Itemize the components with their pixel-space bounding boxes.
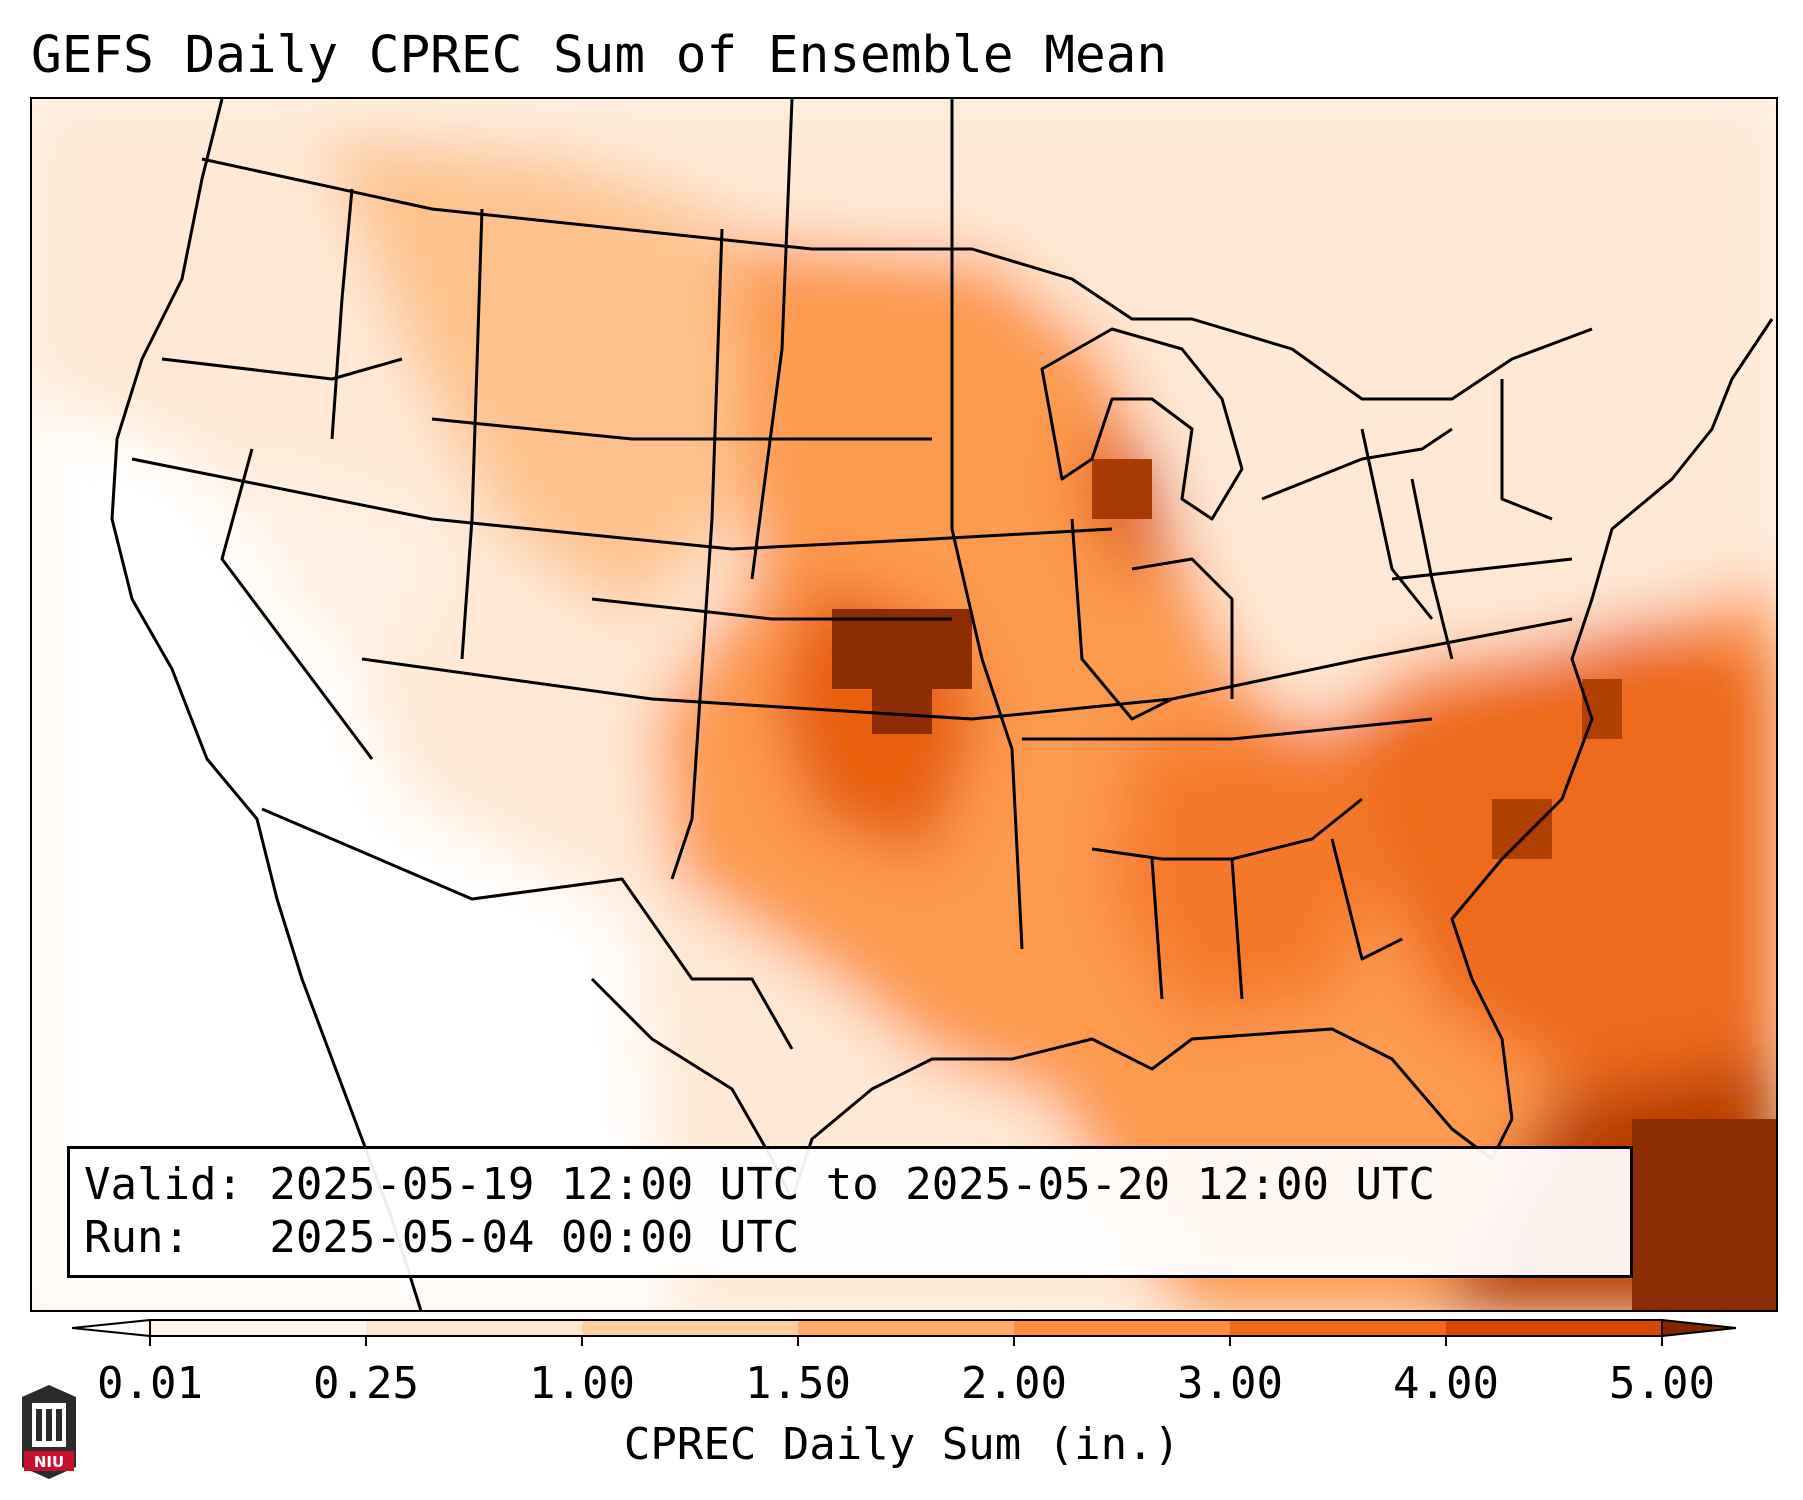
colorbar-segment	[366, 1320, 583, 1336]
state-line	[950, 339, 1024, 950]
colorbar-tick-label: 0.25	[313, 1358, 419, 1409]
colorbar-tick-label: 0.01	[97, 1358, 203, 1409]
state-line	[330, 188, 354, 440]
state-line	[1410, 478, 1454, 660]
east-coast	[1450, 318, 1774, 980]
map-canvas	[32, 99, 1776, 1310]
colorbar-under-arrow	[71, 1318, 151, 1338]
colorbar-segment	[1014, 1320, 1231, 1336]
boundaries	[110, 99, 1774, 1310]
state-line	[750, 99, 794, 580]
lake-erie-ontario	[1261, 427, 1453, 501]
state-line	[591, 597, 952, 621]
precipitation-map[interactable]	[30, 97, 1778, 1312]
logo-text: NIU	[34, 1453, 64, 1471]
map-title: GEFS Daily CPREC Sum of Ensemble Mean	[31, 26, 1168, 85]
state-line	[1500, 379, 1553, 521]
colorbar-frame	[149, 1319, 1663, 1337]
west-coast	[110, 99, 423, 1310]
state-line	[1230, 858, 1244, 1000]
state-line	[1330, 838, 1403, 961]
colorbar-tick-label: 1.50	[745, 1358, 851, 1409]
mexico-border	[261, 807, 794, 1050]
colorbar-tick-label: 2.00	[961, 1358, 1067, 1409]
colorbar-tick-label: 1.00	[529, 1358, 635, 1409]
canada-border	[201, 157, 1593, 401]
state-line	[431, 417, 932, 441]
state-line	[131, 457, 1113, 551]
state-line	[220, 448, 374, 760]
state-line	[1070, 518, 1173, 721]
state-line	[1022, 717, 1433, 741]
state-line	[1360, 428, 1434, 620]
valid-run-info-box: Valid: 2025-05-19 12:00 UTC to 2025-05-2…	[67, 1146, 1633, 1278]
state-line	[1131, 557, 1234, 699]
run-time-line: Run: 2025-05-04 00:00 UTC	[84, 1212, 800, 1263]
great-lakes	[1040, 327, 1244, 521]
state-line	[1150, 858, 1164, 1000]
state-line	[670, 228, 724, 880]
colorbar-segment	[150, 1320, 367, 1336]
colorbar-tick-label: 4.00	[1393, 1358, 1499, 1409]
state-line	[460, 208, 484, 660]
colorbar-segment	[582, 1320, 799, 1336]
niu-logo-icon: NIU	[22, 1385, 76, 1479]
colorbar-tick-label: 5.00	[1609, 1358, 1715, 1409]
colorbar-tick-label: 3.00	[1177, 1358, 1283, 1409]
colorbar-label: CPREC Daily Sum (in.)	[623, 1419, 1181, 1470]
state-line	[361, 617, 1573, 721]
colorbar-segment	[1230, 1320, 1447, 1336]
valid-time-line: Valid: 2025-05-19 12:00 UTC to 2025-05-2…	[84, 1159, 1436, 1210]
colorbar-segment	[798, 1320, 1015, 1336]
precip-max-cells	[832, 459, 1776, 1310]
state-line	[1391, 557, 1573, 581]
colorbar-over-arrow	[1661, 1318, 1737, 1338]
state-line	[161, 357, 403, 381]
colorbar	[71, 1318, 1737, 1346]
colorbar-segment	[1446, 1320, 1663, 1336]
